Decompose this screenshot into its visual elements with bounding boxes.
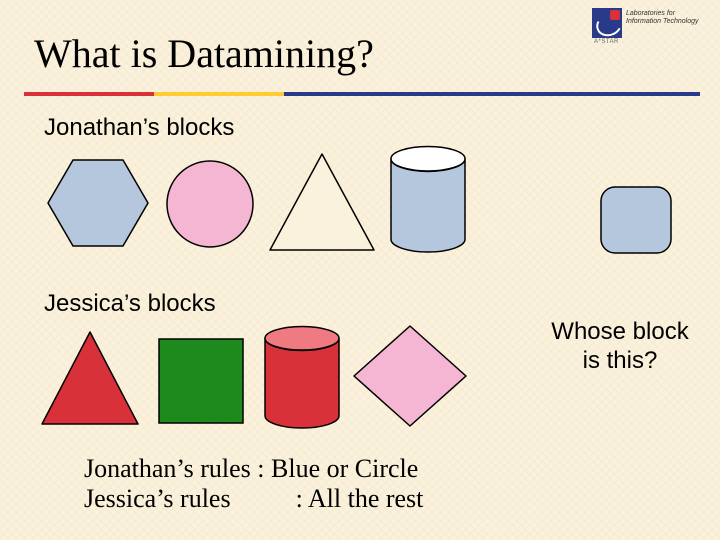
slide-title: What is Datamining? bbox=[34, 30, 374, 77]
question-line2: is this? bbox=[583, 347, 658, 374]
question-line1: Whose block bbox=[551, 318, 688, 345]
rules-line1: Jonathan’s rules : Blue or Circle bbox=[84, 454, 418, 483]
jessica-block-square bbox=[158, 338, 244, 424]
question-text: Whose block is this? bbox=[530, 318, 710, 376]
jonathan-block-hexagon bbox=[48, 160, 148, 246]
jessica-block-triangle bbox=[42, 332, 138, 424]
astar-logo: Laboratories forInformation Technology A… bbox=[592, 8, 712, 38]
jessica-block-diamond bbox=[354, 326, 466, 426]
divider-segment bbox=[284, 92, 700, 96]
rules-line2: Jessica’s rules : All the rest bbox=[84, 484, 423, 513]
jonathan-label: Jonathan’s blocks bbox=[44, 114, 234, 142]
jonathan-block-circle bbox=[166, 160, 254, 248]
logo-line1: Laboratories for bbox=[626, 10, 675, 17]
jessica-label: Jessica’s blocks bbox=[44, 290, 216, 318]
divider-segment bbox=[24, 92, 154, 96]
rules-text: Jonathan’s rules : Blue or Circle Jessic… bbox=[84, 454, 423, 514]
jessica-block-cylinder bbox=[264, 326, 340, 428]
mystery-block bbox=[600, 186, 672, 254]
logo-line2: Information Technology bbox=[626, 18, 699, 25]
divider-segment bbox=[154, 92, 284, 96]
jonathan-block-cylinder bbox=[390, 146, 466, 252]
logo-astar: A*STAR bbox=[594, 39, 619, 45]
jonathan-block-triangle bbox=[270, 154, 374, 250]
